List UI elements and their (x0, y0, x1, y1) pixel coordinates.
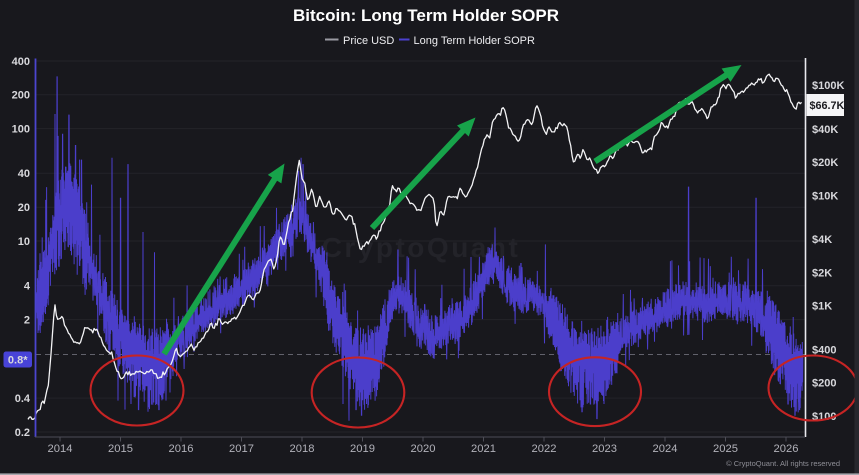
svg-text:2015: 2015 (108, 443, 133, 455)
svg-text:2017: 2017 (229, 443, 254, 455)
svg-text:2016: 2016 (169, 443, 194, 455)
svg-text:2024: 2024 (653, 443, 678, 455)
svg-text:2018: 2018 (290, 443, 315, 455)
svg-text:100: 100 (12, 124, 30, 136)
svg-text:2026: 2026 (774, 443, 799, 455)
svg-text:0.8*: 0.8* (8, 355, 28, 367)
svg-text:$200: $200 (812, 378, 836, 390)
svg-text:$66.7K: $66.7K (810, 100, 845, 112)
svg-text:0.4: 0.4 (15, 393, 31, 405)
svg-text:$1K: $1K (812, 301, 832, 313)
svg-text:$20K: $20K (812, 157, 838, 169)
svg-text:© CryptoQuant. All rights rese: © CryptoQuant. All rights reserved (726, 459, 840, 468)
svg-text:2: 2 (24, 315, 30, 327)
svg-text:$400: $400 (812, 345, 836, 357)
svg-text:2025: 2025 (713, 443, 738, 455)
svg-text:2023: 2023 (592, 443, 617, 455)
svg-text:$2K: $2K (812, 267, 832, 279)
svg-text:2021: 2021 (471, 443, 496, 455)
svg-text:$4K: $4K (812, 234, 832, 246)
svg-text:20: 20 (18, 202, 30, 214)
svg-text:Price USD: Price USD (343, 35, 394, 47)
svg-text:2022: 2022 (532, 443, 557, 455)
svg-text:$40K: $40K (812, 124, 838, 136)
svg-text:400: 400 (12, 56, 30, 68)
svg-text:Long Term Holder SOPR: Long Term Holder SOPR (414, 35, 536, 47)
svg-text:10: 10 (18, 236, 30, 248)
svg-text:Bitcoin: Long Term Holder SOPR: Bitcoin: Long Term Holder SOPR (293, 6, 559, 25)
svg-text:2014: 2014 (48, 443, 73, 455)
svg-text:4: 4 (24, 281, 31, 293)
svg-text:40: 40 (18, 168, 30, 180)
svg-text:0.2: 0.2 (15, 427, 30, 439)
svg-text:$10K: $10K (812, 190, 838, 202)
svg-text:2019: 2019 (350, 443, 375, 455)
svg-text:200: 200 (12, 90, 30, 102)
svg-text:CryptoQuant: CryptoQuant (322, 232, 521, 263)
svg-text:2020: 2020 (411, 443, 436, 455)
svg-text:$100K: $100K (812, 80, 844, 92)
